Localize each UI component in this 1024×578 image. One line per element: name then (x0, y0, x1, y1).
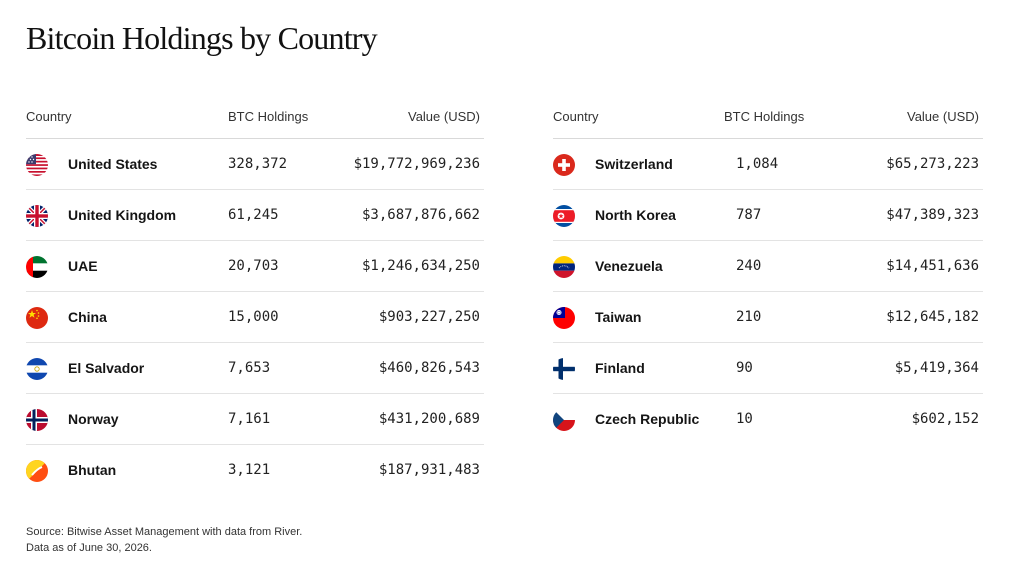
table-row: Czech Republic 10 $602,152 (553, 394, 983, 445)
table-row: Norway 7,161 $431,200,689 (26, 394, 484, 445)
country-name: Czech Republic (595, 411, 700, 427)
usd-value: $602,152 (911, 411, 979, 427)
source-text: Source: Bitwise Asset Management with da… (26, 526, 303, 538)
north-korea-flag-icon (553, 205, 575, 227)
country-name: Switzerland (595, 156, 673, 172)
btc-holdings: 1,084 (736, 156, 779, 172)
table-row: China 15,000 $903,227,250 (26, 292, 484, 343)
usd-value: $14,451,636 (886, 258, 979, 274)
country-name: El Salvador (68, 360, 145, 376)
source-footnote: Source: Bitwise Asset Management with da… (26, 524, 302, 556)
switzerland-flag-icon (553, 154, 575, 176)
table-row: Taiwan 210 $12,645,182 (553, 292, 983, 343)
china-flag-icon (26, 307, 48, 329)
column-header-country: Country (26, 109, 72, 124)
table-row: United States 328,372 $19,772,969,236 (26, 139, 484, 190)
table-row: Bhutan 3,121 $187,931,483 (26, 445, 484, 496)
norway-flag-icon (26, 409, 48, 431)
usd-value: $460,826,543 (378, 360, 480, 376)
btc-holdings: 3,121 (228, 462, 271, 478)
table-header: Country BTC Holdings Value (USD) (26, 104, 484, 139)
usd-value: $187,931,483 (378, 462, 480, 478)
usd-value: $903,227,250 (378, 309, 480, 325)
table-row: Venezuela 240 $14,451,636 (553, 241, 983, 292)
btc-holdings: 240 (736, 258, 762, 274)
column-header-value: Value (USD) (906, 109, 979, 124)
table-row: UAE 20,703 $1,246,634,250 (26, 241, 484, 292)
country-name: North Korea (595, 207, 676, 223)
btc-holdings: 10 (736, 411, 753, 427)
uk-flag-icon (26, 205, 48, 227)
usd-value: $47,389,323 (886, 207, 979, 223)
btc-holdings: 787 (736, 207, 762, 223)
table-row: Switzerland 1,084 $65,273,223 (553, 139, 983, 190)
column-header-holdings: BTC Holdings (228, 109, 309, 124)
uae-flag-icon (26, 256, 48, 278)
column-header-holdings: BTC Holdings (724, 109, 805, 124)
table-row: North Korea 787 $47,389,323 (553, 190, 983, 241)
usd-value: $5,419,364 (894, 360, 979, 376)
el-salvador-flag-icon (26, 358, 48, 380)
usd-value: $1,246,634,250 (361, 258, 480, 274)
country-name: United Kingdom (68, 207, 177, 223)
table-row: El Salvador 7,653 $460,826,543 (26, 343, 484, 394)
country-name: UAE (68, 258, 98, 274)
country-name: United States (68, 156, 158, 172)
btc-holdings: 61,245 (228, 207, 279, 223)
btc-holdings: 210 (736, 309, 762, 325)
usd-value: $12,645,182 (886, 309, 979, 325)
country-name: Norway (68, 411, 119, 427)
holdings-table-left: Country BTC Holdings Value (USD) United … (26, 104, 484, 496)
usd-value: $431,200,689 (378, 411, 480, 427)
data-date-text: Data as of June 30, 2026. (26, 542, 152, 554)
btc-holdings: 20,703 (228, 258, 279, 274)
table-row: Finland 90 $5,419,364 (553, 343, 983, 394)
btc-holdings: 90 (736, 360, 753, 376)
country-name: Finland (595, 360, 645, 376)
btc-holdings: 7,161 (228, 411, 271, 427)
btc-holdings: 328,372 (228, 156, 288, 172)
page-title: Bitcoin Holdings by Country (26, 20, 378, 56)
country-name: Venezuela (595, 258, 663, 274)
country-name: Taiwan (595, 309, 642, 325)
usd-value: $65,273,223 (886, 156, 979, 172)
country-name: China (68, 309, 107, 325)
usd-value: $19,772,969,236 (353, 156, 480, 172)
bhutan-flag-icon (26, 460, 48, 482)
btc-holdings: 15,000 (228, 309, 279, 325)
taiwan-flag-icon (553, 307, 575, 329)
usd-value: $3,687,876,662 (361, 207, 480, 223)
holdings-table-right: Country BTC Holdings Value (USD) Switzer… (553, 104, 983, 445)
column-header-country: Country (553, 109, 599, 124)
table-row: United Kingdom 61,245 $3,687,876,662 (26, 190, 484, 241)
czech-flag-icon (553, 409, 575, 431)
venezuela-flag-icon (553, 256, 575, 278)
table-header: Country BTC Holdings Value (USD) (553, 104, 983, 139)
btc-holdings: 7,653 (228, 360, 271, 376)
us-flag-icon (26, 154, 48, 176)
country-name: Bhutan (68, 462, 117, 478)
finland-flag-icon (553, 358, 575, 380)
column-header-value: Value (USD) (407, 109, 480, 124)
